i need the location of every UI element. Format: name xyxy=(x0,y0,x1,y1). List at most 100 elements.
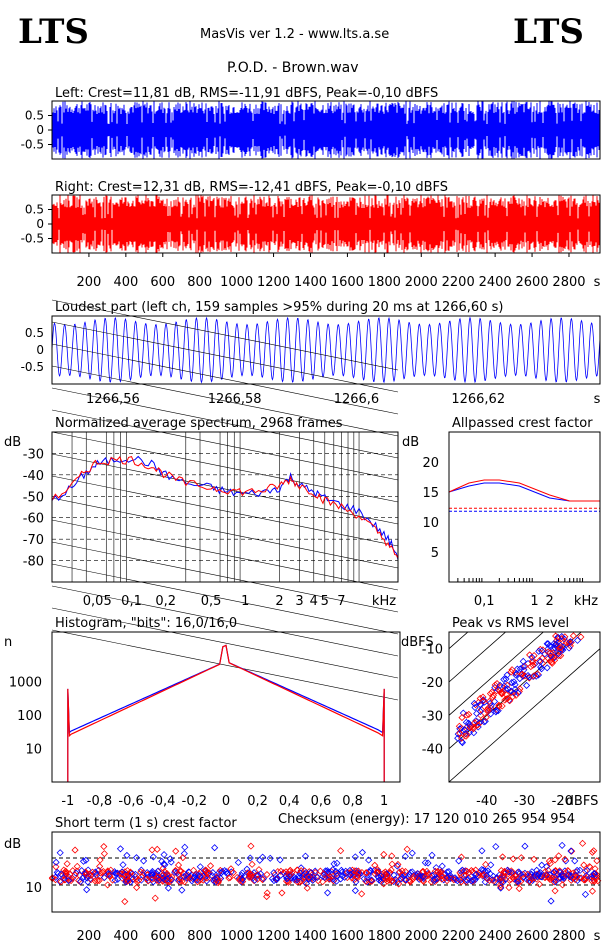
stcrest-point xyxy=(176,867,185,875)
pvr-point xyxy=(503,671,511,679)
time-xunit: s xyxy=(594,275,601,290)
stcrest-point xyxy=(351,853,359,861)
pvr-point xyxy=(519,663,527,671)
stcrest-point xyxy=(346,871,354,879)
stcrest-point xyxy=(99,867,107,876)
stcrest-point xyxy=(272,876,280,884)
stcrest-point xyxy=(590,877,598,885)
stcrest-point xyxy=(538,861,546,869)
stcrest-point xyxy=(515,884,523,893)
pvr-ytick: -10 xyxy=(422,643,443,658)
stcrest-point xyxy=(469,877,477,885)
stcrest-point xyxy=(301,852,310,860)
pvr-point xyxy=(532,672,540,680)
stcrest-point xyxy=(343,868,351,876)
stcrest-point xyxy=(472,866,480,874)
stcrest-point xyxy=(365,856,373,864)
spectrum-slope-line xyxy=(51,519,399,591)
stcrest-point xyxy=(82,856,90,864)
spectrum-xtick: 3 xyxy=(295,594,303,609)
stcrest-point xyxy=(202,866,210,874)
stcrest-point xyxy=(507,875,515,883)
stcrest-point xyxy=(243,865,251,873)
stcrest-point xyxy=(72,869,80,877)
pvr-point xyxy=(502,675,510,683)
stcrest-point xyxy=(402,876,410,884)
stcrest-point xyxy=(302,869,310,877)
pvr-point xyxy=(476,700,484,709)
stcrest-point xyxy=(96,862,104,870)
pvr-point xyxy=(556,641,564,649)
stcrest-point xyxy=(373,868,381,876)
stcrest-point xyxy=(320,870,328,878)
stcrest-point xyxy=(524,870,532,878)
pvr-frame xyxy=(448,631,601,783)
time-xtick: 200 xyxy=(77,275,102,290)
spectrum-xtick: 0,05 xyxy=(83,594,112,609)
spectrum-ytick: -30 xyxy=(23,447,44,462)
stcrest-point xyxy=(438,862,446,870)
histogram-series xyxy=(67,644,385,782)
waveform-signal xyxy=(51,195,600,253)
spectrum-slope-line xyxy=(51,409,399,481)
stcrest-point xyxy=(547,897,555,905)
stcrest-point xyxy=(431,867,439,875)
spectrum-xtick: 0,1 xyxy=(121,594,142,609)
stcrest-point xyxy=(352,878,360,886)
pvr-point xyxy=(521,672,529,680)
stcrest-point xyxy=(160,851,168,859)
stcrest-point xyxy=(483,871,491,879)
pvr-point xyxy=(544,648,552,656)
stcrest-point xyxy=(295,874,303,883)
stcrest-title: Short term (1 s) crest factor xyxy=(55,816,237,831)
waveform-title: Left: Crest=11,81 dB, RMS=-11,91 dBFS, P… xyxy=(55,86,438,101)
waveform-title: Right: Crest=12,31 dB, RMS=-12,41 dBFS, … xyxy=(55,180,448,195)
stcrest-point xyxy=(512,872,520,880)
stcrest-point xyxy=(71,871,79,879)
pvr-point xyxy=(502,691,511,699)
stcrest-point xyxy=(588,887,597,895)
stcrest-point xyxy=(114,875,122,883)
stcrest-frame xyxy=(51,831,601,913)
stcrest-point xyxy=(489,872,497,880)
stcrest-point xyxy=(551,878,560,886)
pvr-point xyxy=(509,693,517,701)
crest-xtick: 0,1 xyxy=(474,594,495,609)
stcrest-point xyxy=(118,868,126,876)
waveform-ytick: -0.5 xyxy=(21,138,44,152)
stcrest-point xyxy=(83,886,91,894)
waveform-ytick: -0.5 xyxy=(21,232,44,246)
stcrest-point xyxy=(179,854,187,862)
pvr-point xyxy=(544,640,552,648)
stcrest-point xyxy=(280,869,288,877)
pvr-point xyxy=(461,730,469,738)
pvr-point xyxy=(476,707,485,715)
stcrest-point xyxy=(576,866,584,874)
stcrest-point xyxy=(482,860,490,869)
loudest-ytick: 0.5 xyxy=(25,326,44,340)
histogram-xtick: 0,2 xyxy=(247,794,268,809)
stcrest-point xyxy=(163,875,171,883)
pvr-point xyxy=(555,644,564,652)
spectrum-slope-line xyxy=(51,475,399,547)
stcrest-point xyxy=(208,872,216,880)
stcrest-point xyxy=(79,857,88,865)
stcrest-point xyxy=(69,867,77,875)
checksum-text: Checksum (energy): 17 120 010 265 954 95… xyxy=(278,812,576,827)
loudest-signal xyxy=(51,316,601,384)
stcrest-point xyxy=(543,871,551,879)
pvr-point xyxy=(496,681,504,689)
stcrest-point xyxy=(545,857,553,865)
loudest-title: Loudest part (left ch, 159 samples >95% … xyxy=(55,300,503,315)
stcrest-point xyxy=(383,875,391,883)
stcrest-point xyxy=(286,872,294,880)
time-xtick: 2600 xyxy=(516,275,549,290)
histogram-xtick: 1 xyxy=(380,794,388,809)
lts-logo-right: LTS xyxy=(513,12,584,52)
stcrest-point xyxy=(257,870,265,878)
pvr-point xyxy=(543,664,551,672)
stcrest-point xyxy=(396,875,404,883)
stcrest-point xyxy=(154,867,162,875)
stcrest-point xyxy=(123,873,131,881)
